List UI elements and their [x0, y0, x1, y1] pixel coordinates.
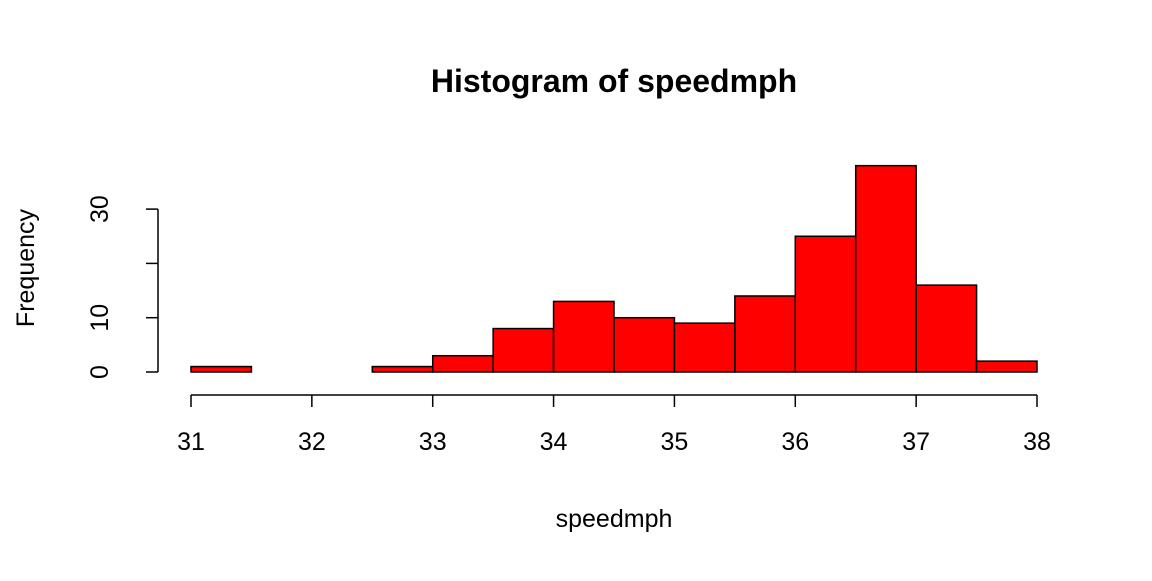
- bars-group: [190, 164, 1038, 373]
- x-tick-label: 38: [1023, 428, 1051, 456]
- y-tick-label: 30: [86, 195, 114, 223]
- histogram-bar: [613, 316, 676, 373]
- histogram-bar: [492, 327, 555, 373]
- histogram-bar: [854, 164, 917, 373]
- histogram-bar: [794, 235, 857, 373]
- y-tick-label: 0: [86, 365, 114, 379]
- histogram-bar: [915, 284, 978, 373]
- x-tick-label: 35: [661, 428, 689, 456]
- histogram-bar: [734, 295, 797, 373]
- histogram-bar: [190, 365, 253, 373]
- y-axis-label: Frequency: [12, 208, 40, 327]
- x-tick-label: 32: [298, 428, 326, 456]
- histogram-bar: [975, 360, 1038, 373]
- x-tick-label: 34: [540, 428, 568, 456]
- histogram-bar: [431, 354, 494, 373]
- x-axis-label: speedmph: [556, 505, 673, 533]
- histogram-bar: [371, 365, 434, 373]
- x-tick-label: 31: [177, 428, 205, 456]
- y-tick-label: 10: [86, 304, 114, 332]
- y-axis: 0 10 30: [86, 195, 159, 379]
- histogram-bar: [673, 322, 736, 373]
- x-tick-label: 36: [781, 428, 809, 456]
- x-axis: 31 32 33 34 35 36 37 38: [177, 394, 1051, 456]
- histogram-bar: [552, 300, 615, 373]
- x-tick-label: 33: [419, 428, 447, 456]
- x-tick-label: 37: [902, 428, 930, 456]
- chart-title: Histogram of speedmph: [431, 63, 797, 99]
